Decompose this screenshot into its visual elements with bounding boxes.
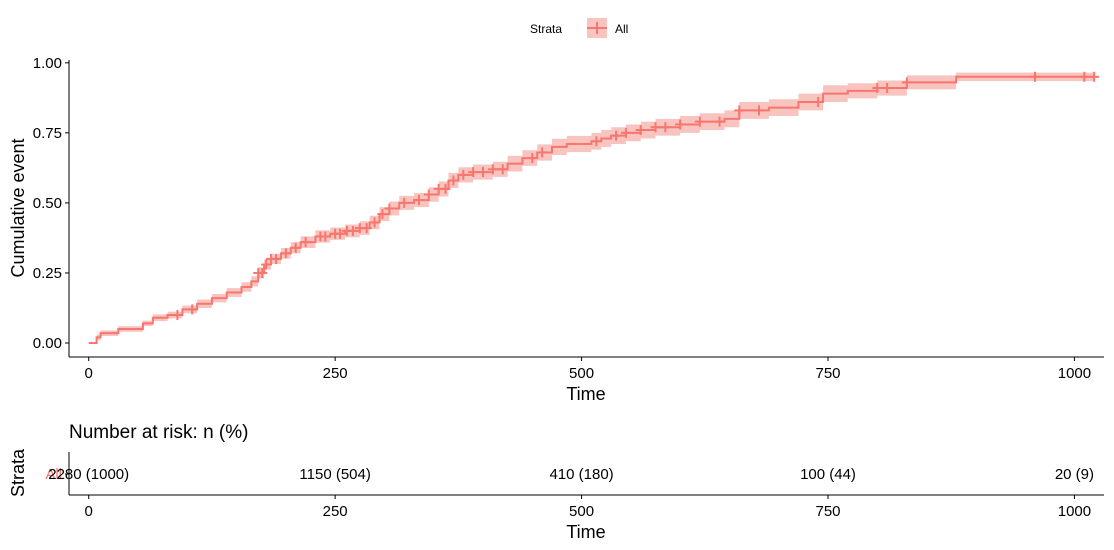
risk-x-axis-ticks: 0 250 500 750 1000	[85, 495, 1091, 520]
censor-mark	[384, 203, 395, 214]
confidence-band	[88, 72, 1095, 343]
censor-mark	[611, 130, 622, 141]
legend: Strata All	[530, 18, 628, 38]
censor-mark	[813, 97, 824, 108]
x-tick-label: 0	[85, 365, 93, 382]
cumulative-event-plot: 0.00 0.25 0.50 0.75 1.00 0 250 500 750 1000 Time…	[8, 55, 1104, 404]
censor-mark	[675, 119, 686, 130]
risk-x-tick-label: 250	[323, 503, 348, 520]
y-tick-label: 0.25	[33, 265, 62, 282]
censor-mark	[361, 223, 372, 234]
risk-x-tick-label: 0	[85, 503, 93, 520]
censor-mark	[635, 125, 646, 136]
censor-mark	[320, 231, 331, 242]
censor-mark	[714, 116, 725, 127]
censor-mark	[448, 175, 459, 186]
risk-stratum-label: All	[45, 466, 62, 483]
censor-mark	[290, 242, 301, 253]
censor-mark	[660, 122, 671, 133]
censor-mark	[335, 228, 346, 239]
censor-mark	[527, 153, 538, 164]
censor-mark	[347, 225, 358, 236]
censor-mark	[478, 167, 488, 178]
censor-mark	[440, 183, 451, 194]
risk-y-axis-title: Strata	[8, 448, 28, 497]
legend-label-all: All	[615, 22, 628, 36]
censor-mark	[1079, 71, 1090, 82]
censor-mark	[694, 116, 705, 127]
censor-mark	[734, 105, 745, 116]
censor-mark	[271, 253, 281, 264]
censor-mark	[280, 248, 291, 259]
risk-cell: 2280 (1000)	[48, 466, 129, 483]
risk-x-tick-label: 750	[815, 503, 840, 520]
censor-mark	[487, 164, 498, 175]
risk-cell: 100 (44)	[800, 466, 856, 483]
y-tick-label: 0.75	[33, 125, 62, 142]
risk-cell: 410 (180)	[549, 466, 613, 483]
x-axis-ticks: 0 250 500 750 1000	[85, 357, 1091, 382]
censor-mark	[377, 209, 388, 220]
censor-mark	[497, 164, 508, 175]
censor-mark	[591, 136, 602, 147]
cumulative-event-line	[88, 75, 1095, 344]
x-tick-label: 250	[323, 365, 348, 382]
censor-mark	[537, 147, 548, 158]
censor-mark	[1030, 71, 1040, 82]
x-tick-label: 1000	[1058, 365, 1091, 382]
legend-title: Strata	[530, 22, 562, 36]
censor-mark	[901, 77, 912, 88]
y-tick-label: 0.00	[33, 335, 62, 352]
censor-mark	[468, 167, 479, 178]
y-tick-label: 0.50	[33, 195, 62, 212]
censor-mark	[172, 309, 183, 320]
series-layer	[88, 71, 1100, 344]
x-tick-label: 500	[569, 365, 594, 382]
risk-cell: 20 (9)	[1055, 466, 1094, 483]
censor-mark	[650, 122, 661, 133]
censor-mark	[458, 169, 469, 180]
risk-x-axis-title: Time	[566, 522, 605, 542]
y-axis-title: Cumulative event	[8, 138, 28, 277]
censor-mark	[882, 83, 893, 94]
x-axis-title: Time	[566, 384, 605, 404]
censor-mark	[257, 267, 268, 278]
risk-cell: 1150 (504)	[299, 466, 370, 483]
censor-mark	[754, 105, 764, 116]
censor-mark	[423, 189, 434, 200]
censor-mark	[261, 259, 272, 270]
risk-table-title: Number at risk: n (%)	[69, 422, 248, 443]
censor-mark	[1089, 71, 1100, 82]
censor-mark	[187, 304, 198, 315]
y-axis-ticks: 0.00 0.25 0.50 0.75 1.00	[33, 55, 69, 352]
censor-mark	[872, 83, 883, 94]
risk-x-tick-label: 500	[569, 503, 594, 520]
censor-mark	[413, 195, 424, 206]
censor-mark	[300, 237, 311, 248]
censor-mark	[399, 197, 410, 208]
censor-mark	[369, 217, 380, 228]
y-tick-label: 1.00	[33, 55, 62, 72]
risk-x-tick-label: 1000	[1058, 503, 1091, 520]
x-tick-label: 750	[815, 365, 840, 382]
censor-mark	[620, 127, 631, 138]
